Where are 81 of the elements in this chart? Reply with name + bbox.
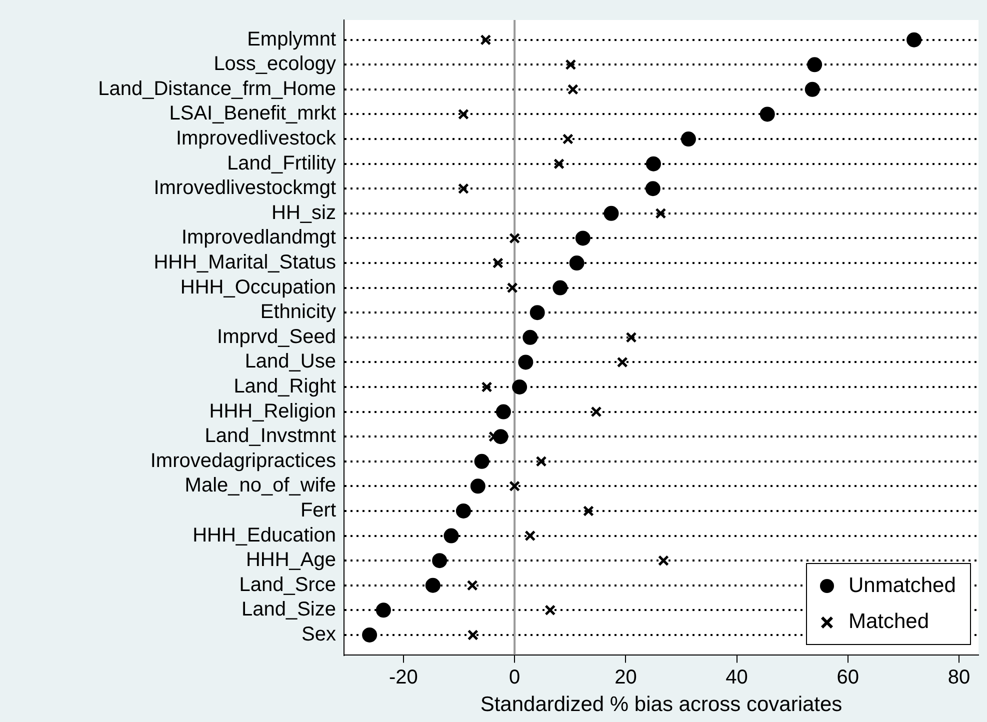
x-tick-label: 60 (836, 666, 860, 688)
point (509, 480, 520, 492)
point (474, 454, 490, 469)
y-tick-label: Male_no_of_wife (184, 474, 336, 497)
y-tick-label: HHH_Occupation (180, 276, 336, 298)
y-tick-label: Loss_ecology (214, 53, 336, 76)
point (518, 354, 534, 370)
y-tick-label: Fert (300, 499, 336, 522)
point (458, 108, 469, 120)
point (522, 330, 538, 345)
point (807, 57, 822, 72)
point (496, 404, 511, 420)
point (362, 627, 378, 642)
point (552, 280, 568, 296)
x-axis-title: Standardized % bias across covariates (480, 693, 842, 716)
point (458, 183, 469, 194)
point (456, 503, 471, 518)
y-tick-label: HHH_Marital_Status (154, 252, 336, 274)
point (590, 406, 602, 418)
y-tick-label: HHH_Religion (209, 400, 336, 422)
legend-label: Unmatched (848, 574, 956, 598)
point (544, 604, 556, 616)
y-tick-label: Land_Frtility (227, 152, 336, 174)
point (536, 456, 547, 467)
point (425, 578, 440, 593)
point (569, 256, 584, 271)
point (480, 34, 492, 46)
x-tick-label: 20 (614, 666, 637, 688)
point (554, 158, 565, 170)
y-tick-label: Emplymnt (247, 28, 336, 50)
point (524, 530, 536, 542)
x-tick-label: 40 (726, 666, 748, 688)
point (906, 32, 922, 48)
point (492, 258, 504, 268)
y-tick-label: Imrovedlivestockmgt (154, 177, 336, 200)
point (562, 134, 574, 145)
y-tick-label: Imprvd_Seed (217, 326, 336, 348)
point (804, 82, 820, 97)
point (509, 232, 520, 244)
point (530, 305, 545, 320)
x-tick-label: 0 (509, 666, 520, 688)
point (575, 230, 590, 246)
point (481, 382, 492, 392)
point (658, 555, 669, 566)
point (512, 379, 528, 394)
y-tick-label: HHH_Age (246, 549, 336, 572)
y-tick-label: Land_Distance_frm_Home (98, 78, 336, 100)
y-tick-label: Improvedlivestock (176, 128, 337, 150)
y-tick-label: HHH_Education (192, 524, 336, 546)
legend-label: Matched (848, 610, 930, 634)
y-tick-label: Land_Invstmnt (204, 425, 336, 448)
y-tick-label: Improvedlandmgt (181, 226, 336, 249)
point (432, 553, 448, 568)
point (467, 629, 478, 640)
point (444, 528, 459, 544)
y-tick-label: Imrovedagripractices (150, 450, 336, 472)
point (376, 602, 391, 618)
y-tick-label: Sex (302, 623, 336, 646)
point (626, 332, 637, 343)
point (616, 356, 628, 368)
y-tick-label: Ethnicity (260, 301, 336, 324)
point (680, 132, 696, 147)
y-tick-label: Land_Use (244, 350, 336, 373)
y-tick-label: Land_Size (241, 598, 336, 621)
y-tick-label: Land_Srce (239, 574, 336, 596)
point (470, 478, 486, 494)
point (567, 84, 578, 95)
x-tick-label: 80 (948, 666, 970, 688)
y-tick-label: HH_siz (272, 202, 336, 224)
point (466, 580, 478, 591)
x-tick-label: -20 (388, 666, 418, 688)
y-tick-label: Land_Right (234, 376, 336, 398)
point (506, 282, 518, 294)
point (645, 181, 660, 196)
point (655, 208, 666, 219)
y-tick-label: LSAI_Benefit_mrkt (169, 102, 336, 125)
point (646, 156, 661, 172)
point (760, 106, 775, 122)
point (582, 505, 594, 516)
point (565, 59, 576, 70)
point (604, 206, 619, 221)
